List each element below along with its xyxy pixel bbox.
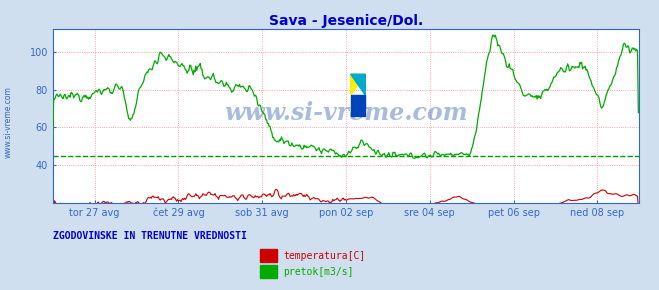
Text: pretok[m3/s]: pretok[m3/s] — [283, 267, 354, 277]
Text: temperatura[C]: temperatura[C] — [283, 251, 366, 261]
Polygon shape — [351, 74, 365, 95]
Text: www.si-vreme.com: www.si-vreme.com — [3, 86, 13, 158]
Title: Sava - Jesenice/Dol.: Sava - Jesenice/Dol. — [269, 14, 423, 28]
Bar — [351, 95, 365, 116]
Polygon shape — [351, 74, 365, 95]
Text: ZGODOVINSKE IN TRENUTNE VREDNOSTI: ZGODOVINSKE IN TRENUTNE VREDNOSTI — [53, 231, 246, 241]
Text: www.si-vreme.com: www.si-vreme.com — [224, 101, 468, 124]
